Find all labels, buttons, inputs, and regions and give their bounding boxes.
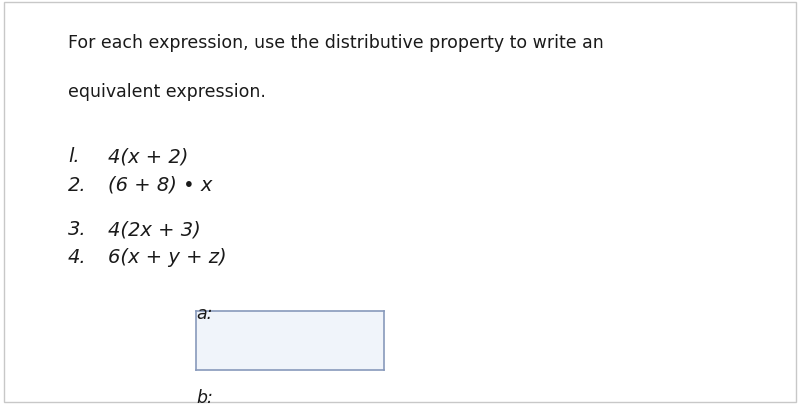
Text: 4(x + 2): 4(x + 2) (108, 147, 188, 166)
Text: 4.: 4. (68, 248, 86, 267)
Text: (6 + 8) • x: (6 + 8) • x (108, 176, 212, 195)
Text: 6(x + y + z): 6(x + y + z) (108, 248, 226, 267)
Text: For each expression, use the distributive property to write an: For each expression, use the distributiv… (68, 34, 604, 53)
Text: a:: a: (196, 305, 213, 323)
Text: 4(2x + 3): 4(2x + 3) (108, 220, 201, 239)
Text: 2.: 2. (68, 176, 86, 195)
Text: 3.: 3. (68, 220, 86, 239)
Text: l.: l. (68, 147, 80, 166)
Text: equivalent expression.: equivalent expression. (68, 83, 266, 101)
Text: b:: b: (196, 389, 213, 404)
